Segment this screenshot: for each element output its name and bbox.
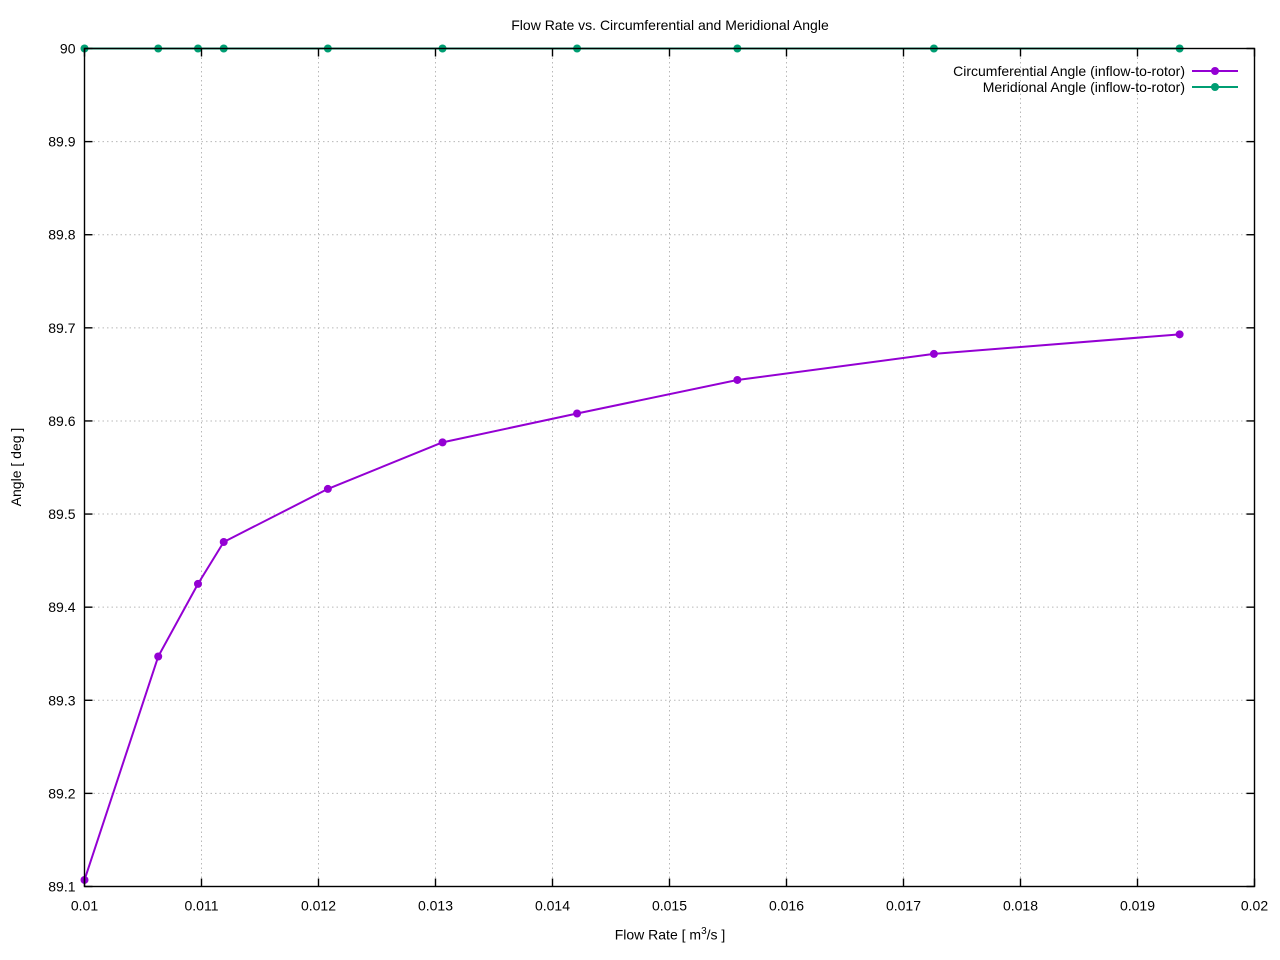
y-tick-label: 89.5	[48, 506, 75, 522]
data-point-circumferential	[733, 375, 742, 384]
legend-label-circumferential: Circumferential Angle (inflow-to-rotor)	[953, 63, 1185, 79]
legend: Circumferential Angle (inflow-to-rotor)M…	[953, 63, 1238, 95]
legend-label-meridional: Meridional Angle (inflow-to-rotor)	[983, 79, 1185, 95]
x-axis-label-sup: 3	[701, 926, 707, 937]
chart-title: Flow Rate vs. Circumferential and Meridi…	[511, 17, 829, 33]
data-point-circumferential	[929, 349, 938, 358]
axis-ticks	[83, 47, 1256, 888]
y-tick-label: 89.2	[48, 785, 75, 801]
x-axis-label-prefix: Flow Rate [ m	[614, 926, 702, 943]
y-tick-label: 89.7	[48, 320, 75, 336]
y-tick-label: 89.6	[48, 413, 75, 429]
data-point-circumferential	[154, 652, 163, 661]
x-tick-label: 0.013	[418, 898, 453, 914]
x-axis-label-suffix: /s ]	[706, 926, 726, 943]
y-tick-label: 90	[60, 41, 76, 57]
series-line-circumferential	[83, 333, 1181, 881]
x-tick-label: 0.012	[301, 898, 336, 914]
series-circumferential	[80, 330, 1184, 884]
x-axis-label: Flow Rate [ m3/s ]	[85, 926, 1255, 943]
data-point-circumferential	[323, 484, 332, 493]
x-tick-label: 0.018	[1003, 898, 1038, 914]
y-tick-label: 89.8	[48, 227, 75, 243]
y-tick-label: 89.9	[48, 134, 75, 150]
x-tick-label: 0.019	[1120, 898, 1155, 914]
x-tick-label: 0.01	[71, 898, 98, 914]
x-tick-label: 0.011	[185, 898, 219, 914]
tick-labels: 0.01 0.011 0.012 0.013 0.014 0.015 0.016 0.017 0…	[48, 41, 1268, 914]
gridlines	[84, 48, 1255, 887]
x-tick-label: 0.017	[886, 898, 921, 914]
legend-marker-circumferential	[1211, 67, 1219, 75]
legend-marker-meridional	[1211, 83, 1219, 91]
data-point-circumferential	[219, 537, 228, 546]
x-tick-label: 0.015	[652, 898, 687, 914]
x-tick-label: 0.014	[535, 898, 570, 914]
y-tick-label: 89.4	[48, 599, 75, 615]
data-point-circumferential	[1175, 330, 1184, 339]
data-point-circumferential	[438, 438, 447, 447]
x-tick-label: 0.016	[769, 898, 804, 914]
y-tick-label: 89.3	[48, 692, 75, 708]
data-point-circumferential	[573, 409, 582, 418]
x-tick-label: 0.02	[1241, 898, 1268, 914]
data-point-circumferential	[193, 579, 202, 588]
y-tick-label: 89.1	[48, 879, 75, 895]
